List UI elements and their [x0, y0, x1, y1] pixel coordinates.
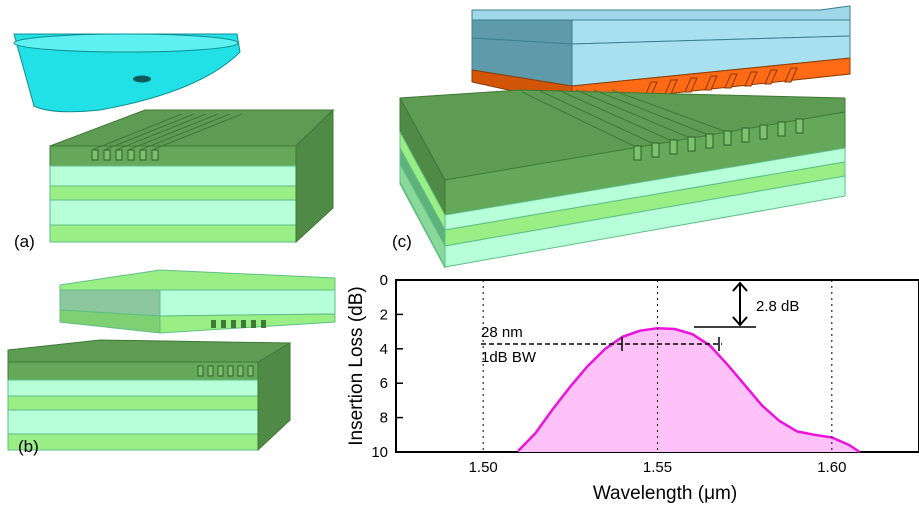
- x-ticks: 1.50 1.55 1.60: [469, 459, 847, 476]
- bandwidth-annotation: 28 nm 1dB BW: [481, 324, 722, 366]
- y-ticks: 0 2 4 6 8 10: [371, 272, 403, 461]
- fiber-cone: [13, 33, 241, 113]
- panel-label-a: (a): [14, 232, 35, 251]
- x-tick-label: 1.55: [643, 459, 672, 476]
- x-tick-label: 1.60: [817, 459, 846, 476]
- bottom-chip-b: [7, 339, 292, 452]
- y-tick-label: 2: [380, 306, 388, 323]
- x-axis-label: Wavelength (μm): [593, 483, 737, 504]
- peak-loss-label: 2.8 dB: [756, 298, 799, 315]
- insertion-loss-chart: 1.50 1.55 1.60 0 2 4 6 8 10 2.8 dB 28 nm 1dB BW…: [346, 272, 919, 504]
- panel-label-b: (b): [18, 437, 39, 456]
- top-chip-c: [471, 5, 851, 105]
- panel-label-c: (c): [392, 232, 412, 251]
- panel-a-illustration: (a): [13, 33, 335, 251]
- y-tick-label: 8: [380, 410, 388, 427]
- y-tick-label: 4: [380, 341, 388, 358]
- y-axis-label: Insertion Loss (dB): [346, 286, 367, 445]
- loss-area-fill: [518, 328, 860, 452]
- y-tick-label: 0: [380, 272, 388, 289]
- bandwidth-label: 1dB BW: [481, 349, 537, 366]
- y-tick-label: 10: [371, 444, 388, 461]
- bandwidth-value: 28 nm: [481, 324, 523, 341]
- loss-curve: [517, 326, 861, 454]
- panel-b-illustration: (b): [7, 269, 336, 456]
- peak-annotation: 2.8 dB: [694, 281, 799, 328]
- chip-a: [49, 108, 335, 244]
- gridlines: [482, 280, 833, 452]
- top-chip-b: [59, 269, 336, 334]
- panel-c-illustration: (c): [392, 5, 851, 269]
- y-tick-label: 6: [380, 375, 388, 392]
- x-tick-label: 1.50: [469, 459, 498, 476]
- bottom-chip-c: [399, 89, 846, 269]
